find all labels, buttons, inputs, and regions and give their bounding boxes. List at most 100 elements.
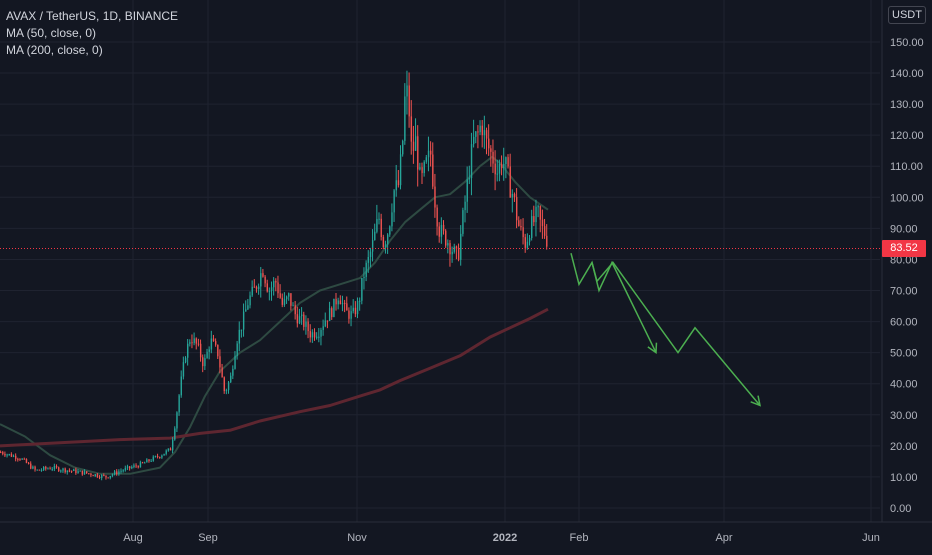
candle-body bbox=[225, 390, 228, 392]
candle-body bbox=[533, 216, 535, 223]
candle-body bbox=[141, 462, 144, 464]
candle-body bbox=[156, 456, 159, 458]
candle-body bbox=[182, 362, 185, 377]
x-tick-label: Apr bbox=[715, 532, 732, 544]
candle-body bbox=[389, 226, 391, 235]
candle-body bbox=[88, 473, 90, 475]
candle-body bbox=[387, 234, 389, 245]
candle-body bbox=[376, 218, 378, 232]
candle-body bbox=[15, 455, 17, 459]
candle-body bbox=[292, 305, 294, 307]
candle-body bbox=[126, 466, 129, 468]
candle-body bbox=[154, 456, 157, 458]
candle-body bbox=[38, 469, 41, 471]
candle-body bbox=[507, 157, 509, 167]
candle-body bbox=[17, 458, 19, 460]
y-tick-label: 60.00 bbox=[890, 317, 918, 329]
candle-body bbox=[70, 470, 73, 472]
candle-body bbox=[511, 193, 514, 198]
y-tick-label: 70.00 bbox=[890, 286, 918, 298]
candle-body bbox=[421, 167, 423, 174]
candle-body bbox=[251, 286, 253, 296]
candle-body bbox=[307, 321, 309, 332]
candle-body bbox=[0, 452, 2, 454]
candle-body bbox=[457, 248, 460, 260]
candle-body bbox=[462, 210, 464, 234]
candle-body bbox=[546, 235, 548, 247]
candle-body bbox=[98, 477, 101, 479]
candle-body bbox=[81, 470, 84, 475]
ma200-line bbox=[0, 307, 549, 448]
candle-body bbox=[238, 329, 241, 344]
candle-body bbox=[264, 276, 266, 284]
x-tick-label: Aug bbox=[123, 532, 143, 544]
candle-body bbox=[219, 356, 221, 368]
ma200-legend[interactable]: MA (200, close, 0) bbox=[6, 43, 103, 57]
candle-body bbox=[152, 456, 155, 461]
y-tick-label: 80.00 bbox=[890, 254, 918, 266]
candle-body bbox=[167, 448, 170, 451]
candle-body bbox=[234, 355, 236, 369]
candle-body bbox=[275, 281, 277, 283]
candle-body bbox=[425, 157, 428, 162]
candle-body bbox=[296, 314, 299, 324]
candle-body bbox=[150, 460, 152, 462]
candle-body bbox=[348, 310, 350, 319]
candle-body bbox=[477, 131, 479, 133]
candle-body bbox=[438, 226, 440, 237]
candle-body bbox=[73, 469, 75, 472]
candle-body bbox=[485, 130, 488, 139]
candle-body bbox=[496, 173, 499, 175]
candle-body bbox=[96, 474, 99, 478]
candle-body bbox=[305, 321, 307, 327]
candle-body bbox=[193, 338, 195, 343]
symbol-title[interactable]: AVAX / TetherUS, 1D, BINANCE bbox=[6, 9, 179, 23]
candle-body bbox=[107, 477, 109, 479]
candle-body bbox=[393, 190, 395, 213]
candle-body bbox=[294, 305, 296, 315]
candle-body bbox=[427, 150, 430, 158]
candle-body bbox=[27, 462, 30, 464]
candle-body bbox=[397, 180, 400, 186]
candle-body bbox=[541, 219, 544, 227]
candle-body bbox=[105, 475, 107, 478]
candle-body bbox=[92, 475, 94, 477]
candle-body bbox=[408, 85, 410, 117]
candle-body bbox=[36, 469, 38, 471]
candle-body bbox=[55, 466, 58, 468]
ma50-legend[interactable]: MA (50, close, 0) bbox=[6, 26, 97, 40]
chart-legend: AVAX / TetherUS, 1D, BINANCE MA (50, clo… bbox=[6, 8, 178, 59]
candle-body bbox=[322, 326, 324, 330]
candle-body bbox=[172, 439, 174, 451]
candle-body bbox=[285, 296, 288, 300]
candle-body bbox=[206, 351, 208, 359]
candle-body bbox=[53, 466, 56, 469]
candle-body bbox=[124, 467, 127, 471]
candle-body bbox=[410, 116, 413, 142]
candle-body bbox=[30, 463, 32, 469]
candle-body bbox=[313, 332, 316, 338]
candle-body bbox=[316, 336, 318, 338]
candle-body bbox=[356, 301, 359, 315]
candle-body bbox=[445, 230, 447, 246]
candle-body bbox=[434, 186, 436, 208]
candle-body bbox=[539, 206, 542, 220]
candle-body bbox=[412, 141, 415, 151]
candle-body bbox=[40, 469, 43, 471]
candle-body bbox=[159, 456, 161, 458]
y-tick-label: 120.00 bbox=[890, 130, 924, 142]
candle-body bbox=[135, 465, 137, 467]
candle-body bbox=[301, 314, 303, 317]
candle-body bbox=[180, 376, 182, 396]
candle-body bbox=[468, 178, 471, 180]
candle-body bbox=[380, 218, 382, 238]
candle-body bbox=[2, 452, 4, 454]
candle-body bbox=[509, 166, 511, 198]
currency-button[interactable]: USDT bbox=[888, 6, 926, 24]
candle-body bbox=[447, 243, 449, 246]
candle-body bbox=[111, 474, 114, 476]
candle-body bbox=[242, 311, 245, 330]
candle-body bbox=[326, 320, 329, 322]
